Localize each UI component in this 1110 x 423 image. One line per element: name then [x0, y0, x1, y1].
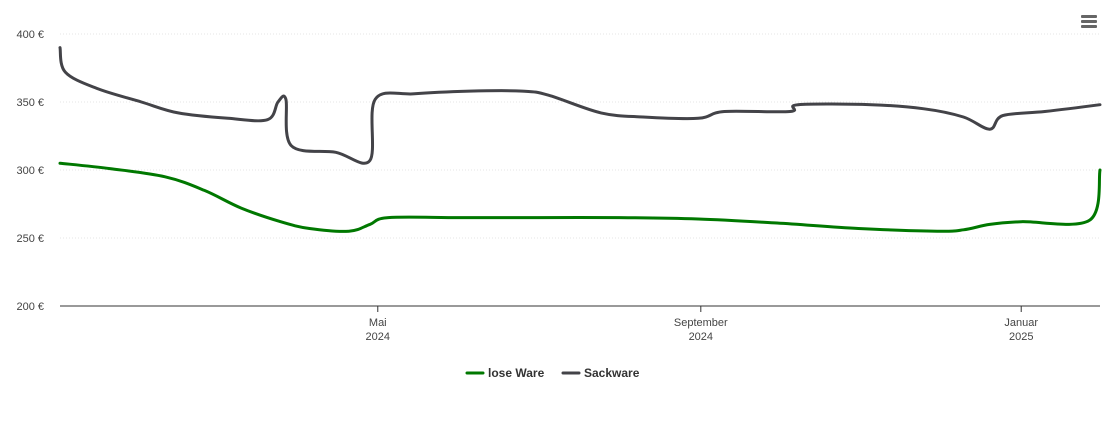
y-tick-label: 250 € — [16, 233, 44, 245]
legend-label: lose Ware — [488, 366, 545, 380]
legend-item[interactable]: lose Ware — [465, 366, 545, 380]
menu-icon[interactable] — [1081, 15, 1097, 28]
legend: lose Ware Sackware — [465, 366, 640, 380]
x-tick-year-label: 2025 — [1009, 331, 1033, 343]
grid-lines — [60, 33, 1100, 239]
y-tick-label: 350 € — [16, 97, 44, 109]
x-tick-year-label: 2024 — [366, 331, 390, 343]
x-tick-month-label: September — [674, 317, 728, 329]
series-lines — [58, 46, 1102, 233]
series-line-0[interactable] — [58, 161, 1102, 233]
x-tick-month-label: Mai — [369, 317, 387, 329]
x-tick-month-label: Januar — [1004, 317, 1038, 329]
y-tick-label: 300 € — [16, 165, 44, 177]
legend-label: Sackware — [584, 366, 640, 380]
y-tick-label: 200 € — [16, 301, 44, 313]
x-axis: Mai 2024 September 2024 Januar 2025 — [60, 305, 1100, 343]
x-tick-year-label: 2024 — [689, 331, 713, 343]
legend-item[interactable]: Sackware — [561, 366, 640, 380]
y-axis: 200 € 250 € 300 € 350 € 400 € — [16, 29, 44, 313]
y-tick-label: 400 € — [16, 29, 44, 41]
series-line-1[interactable] — [58, 46, 1102, 165]
